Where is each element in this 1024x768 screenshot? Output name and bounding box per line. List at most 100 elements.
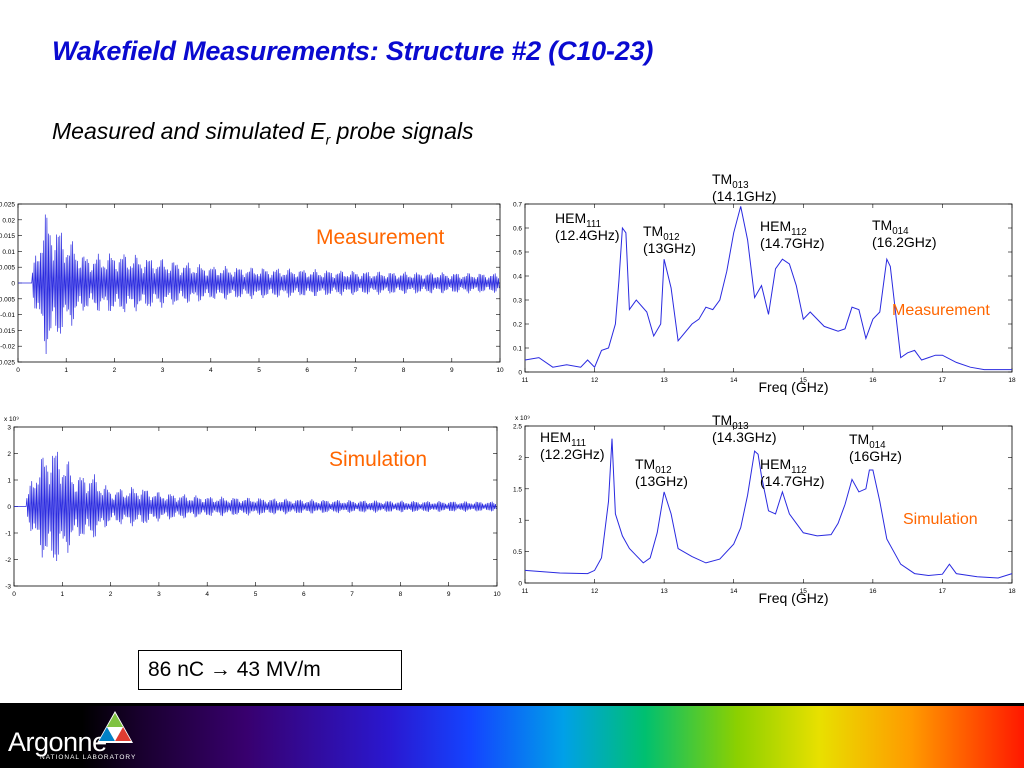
peak-mode-label: HEM111 xyxy=(540,429,586,449)
y-tick-label: 0.5 xyxy=(513,250,522,257)
slide-subtitle: Measured and simulated Er probe signals xyxy=(52,118,473,148)
y-tick-label: 1.5 xyxy=(513,486,522,493)
peak-freq-label: (12.4GHz) xyxy=(555,227,620,243)
x-axis-label: Freq (GHz) xyxy=(759,379,829,395)
x-tick-label: 3 xyxy=(157,591,161,598)
spectrum-trace xyxy=(524,438,1013,579)
x-tick-label: 0 xyxy=(16,367,20,374)
x-tick-label: 15 xyxy=(800,377,808,384)
peak-freq-label: (14.3GHz) xyxy=(712,429,777,445)
y-tick-label: 0.2 xyxy=(513,322,522,329)
y-tick-label: 2 xyxy=(7,451,11,458)
y-tick-label: 0.1 xyxy=(513,346,522,353)
x-tick-label: 16 xyxy=(869,377,877,384)
peak-mode-label: TM014 xyxy=(872,217,909,237)
peak-freq-label: (14.7GHz) xyxy=(760,473,825,489)
footer-divider xyxy=(0,703,1024,706)
peak-freq-label: (13GHz) xyxy=(643,240,696,256)
simulation-legend-label: Simulation xyxy=(903,511,978,528)
subtitle-suffix: probe signals xyxy=(330,118,474,144)
peak-freq-label: (16GHz) xyxy=(849,448,902,464)
x-tick-label: 7 xyxy=(354,367,358,374)
measurement-label: Measurement xyxy=(316,226,445,249)
x-tick-label: 0 xyxy=(12,591,16,598)
x-tick-label: 16 xyxy=(869,588,877,595)
x-tick-label: 6 xyxy=(302,591,306,598)
charge-gradient-box: 86 nC → 43 MV/m xyxy=(138,650,402,690)
x-tick-label: 8 xyxy=(399,591,403,598)
peak-freq-label: (14.7GHz) xyxy=(760,235,825,251)
y-tick-label: 0.6 xyxy=(513,226,522,233)
y-tick-label: 0.005 xyxy=(0,265,15,272)
peak-mode-label: TM012 xyxy=(643,223,680,243)
signal-trace xyxy=(18,214,500,355)
y-tick-label: 0.7 xyxy=(513,202,522,209)
peak-mode-label: HEM112 xyxy=(760,218,807,238)
y-tick-label: 1 xyxy=(518,518,522,525)
y-tick-label: 0.015 xyxy=(0,233,15,240)
x-tick-label: 17 xyxy=(939,377,947,384)
measurement-legend-label: Measurement xyxy=(892,302,990,319)
x-tick-label: 10 xyxy=(496,367,504,374)
peak-mode-label: TM014 xyxy=(849,431,886,451)
x-tick-label: 9 xyxy=(450,367,454,374)
plot-frame xyxy=(524,425,1013,584)
y-tick-label: 2.5 xyxy=(513,424,522,431)
y-tick-label: 0 xyxy=(11,281,15,288)
slide-title: Wakefield Measurements: Structure #2 (C1… xyxy=(52,36,654,66)
x-tick-label: 4 xyxy=(205,591,209,598)
y-tick-label: 0 xyxy=(7,504,11,511)
x-tick-label: 2 xyxy=(109,591,113,598)
peak-mode-label: HEM111 xyxy=(555,210,601,230)
y-tick-label: -0.02 xyxy=(0,344,15,351)
y-tick-label: 0.02 xyxy=(2,217,15,224)
y-tick-label: 0 xyxy=(518,370,522,377)
y-tick-label: -3 xyxy=(5,584,11,591)
x-tick-label: 5 xyxy=(254,591,258,598)
y-tick-label: 1 xyxy=(7,478,11,485)
y-tick-label: 0 xyxy=(518,581,522,588)
y-tick-label: -0.015 xyxy=(0,328,15,335)
y-exponent-label: x 10⁹ xyxy=(515,415,530,422)
y-tick-label: -0.025 xyxy=(0,360,15,367)
peak-mode-label: TM013 xyxy=(712,412,749,432)
y-tick-label: -2 xyxy=(5,557,11,564)
x-tick-label: 8 xyxy=(402,367,406,374)
peak-freq-label: (12.2GHz) xyxy=(540,446,605,462)
y-tick-label: 2 xyxy=(518,455,522,462)
x-tick-label: 12 xyxy=(591,377,599,384)
footer-spectrum-bar xyxy=(0,703,1024,768)
x-axis-label: Freq (GHz) xyxy=(759,590,829,606)
y-tick-label: 0.3 xyxy=(513,298,522,305)
peak-mode-label: TM013 xyxy=(712,171,749,191)
y-tick-label: 3 xyxy=(7,425,11,432)
argonne-logo-subtext: NATIONAL LABORATORY xyxy=(40,754,137,761)
x-tick-label: 3 xyxy=(161,367,165,374)
signal-trace xyxy=(14,451,497,562)
y-exponent-label: x 10⁹ xyxy=(4,416,19,423)
y-tick-label: 0.5 xyxy=(513,549,522,556)
x-tick-label: 13 xyxy=(661,588,669,595)
y-tick-label: -1 xyxy=(5,531,11,538)
x-tick-label: 5 xyxy=(257,367,261,374)
argonne-logo-text: Argonne xyxy=(8,727,107,757)
y-tick-label: 0.025 xyxy=(0,202,15,209)
x-tick-label: 17 xyxy=(939,588,947,595)
x-tick-label: 18 xyxy=(1008,588,1016,595)
x-tick-label: 13 xyxy=(661,377,669,384)
x-tick-label: 1 xyxy=(60,591,64,598)
peak-freq-label: (16.2GHz) xyxy=(872,234,937,250)
plot-frame xyxy=(524,203,1013,373)
y-tick-label: 0.4 xyxy=(513,274,522,281)
subtitle-text: Measured and simulated E xyxy=(52,118,326,144)
spectrum-trace xyxy=(524,206,1012,371)
y-tick-label: -0.005 xyxy=(0,296,15,303)
argonne-logo-icon xyxy=(97,711,133,743)
x-tick-label: 12 xyxy=(591,588,599,595)
x-tick-label: 11 xyxy=(522,588,529,595)
x-tick-label: 2 xyxy=(113,367,117,374)
